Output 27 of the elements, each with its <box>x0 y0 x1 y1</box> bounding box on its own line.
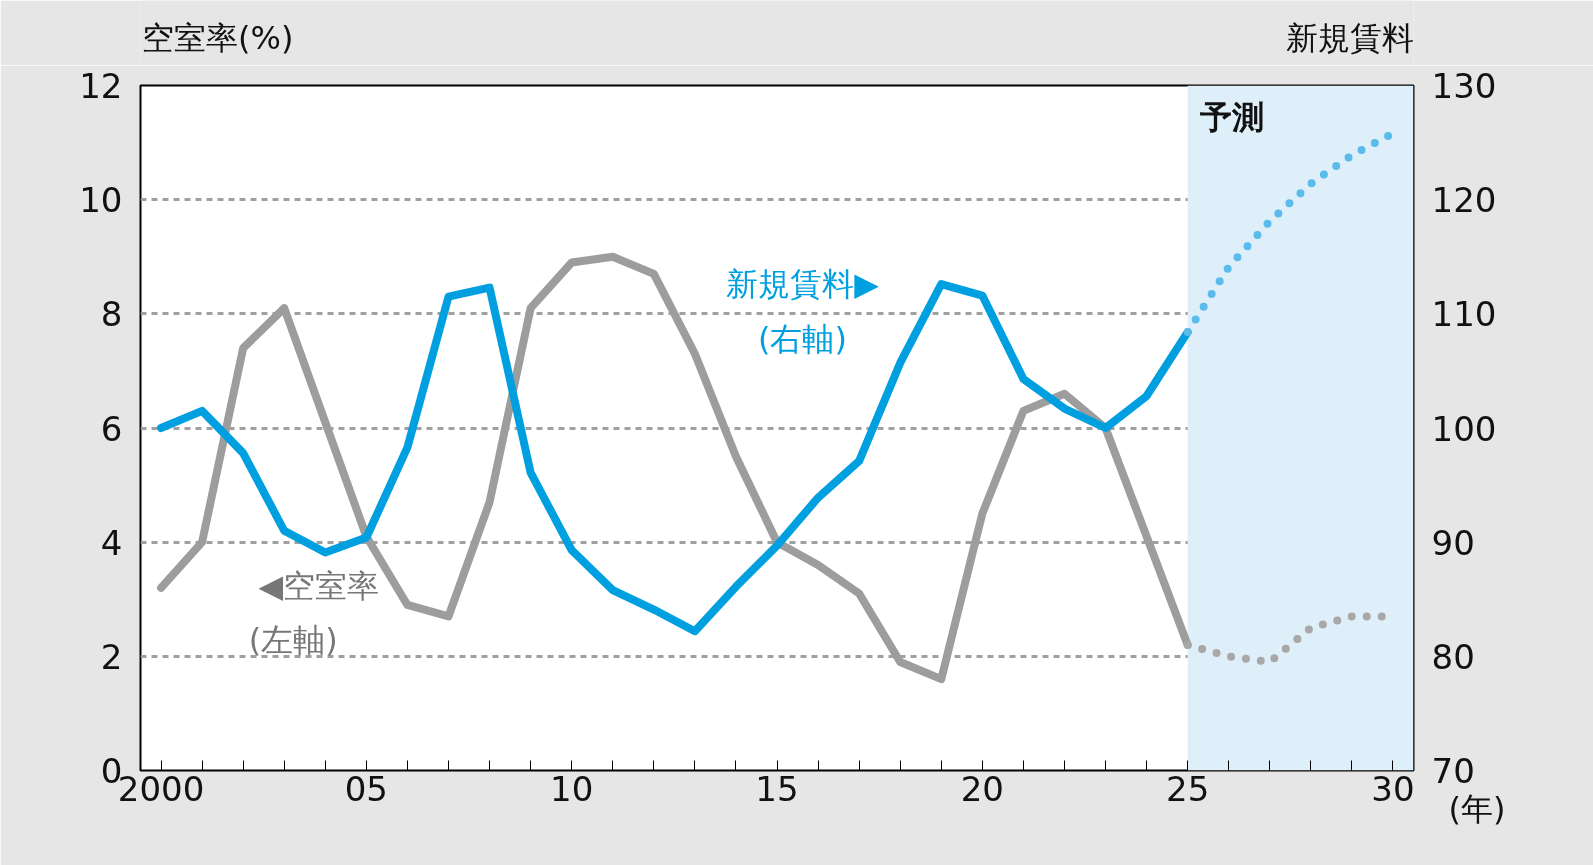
y-tick-label: 10 <box>79 180 123 221</box>
x-tick-label: 10 <box>550 768 594 809</box>
y-tick-label: 6 <box>100 408 123 449</box>
x-tick-label: 20 <box>960 768 1004 809</box>
x-tick-label: 15 <box>755 768 799 809</box>
y2-tick-label: 130 <box>1431 66 1497 106</box>
y2-tick-label: 120 <box>1431 180 1497 221</box>
annotation: (右軸) <box>757 319 847 358</box>
x-tick-label: 30 <box>1371 768 1415 809</box>
y-tick-label: 4 <box>100 522 123 563</box>
annotation: ◀空室率 <box>258 566 380 605</box>
y2-tick-label: 110 <box>1431 294 1497 335</box>
band-label: 予測 <box>1198 97 1264 136</box>
y2-axis-title: 新規賃料 <box>1285 18 1414 57</box>
x-tick-label: 25 <box>1166 768 1210 809</box>
y2-tick-label: 70 <box>1431 751 1475 791</box>
y-tick-label: 2 <box>100 636 123 677</box>
x-tick-label: 05 <box>344 768 388 809</box>
annotation: (左軸) <box>248 621 338 660</box>
y-tick-label: 8 <box>100 294 123 335</box>
x-axis-title: (年) <box>1448 789 1506 828</box>
annotation: 新規賃料▶ <box>726 265 880 304</box>
y2-tick-label: 90 <box>1431 522 1475 563</box>
y-axis-title: 空室率(%) <box>142 18 294 57</box>
y2-tick-label: 100 <box>1431 408 1497 449</box>
y2-tick-label: 80 <box>1431 636 1475 677</box>
y-tick-label: 12 <box>79 66 123 106</box>
